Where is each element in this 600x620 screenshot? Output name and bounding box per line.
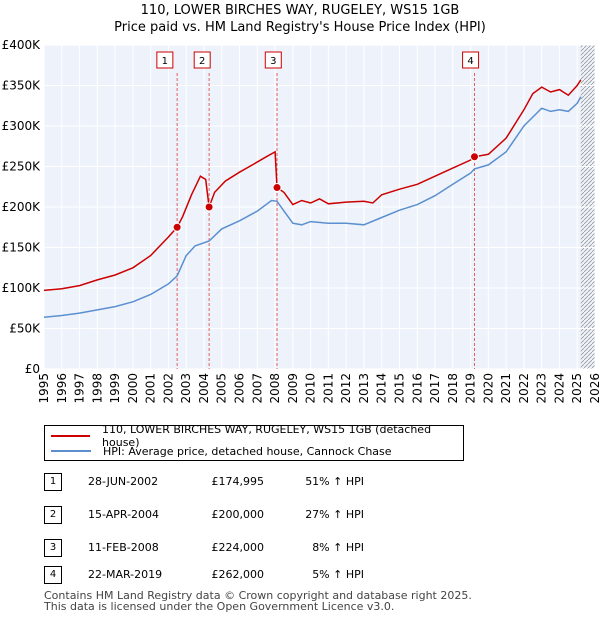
x-tick-label: 2017: [428, 373, 442, 404]
x-tick-label: 1997: [73, 373, 87, 404]
transaction-price: £200,000: [211, 508, 265, 521]
transaction-label: 1: [162, 56, 168, 67]
x-tick-label: 2010: [304, 373, 318, 404]
legend-item-hpi: HPI: Average price, detached house, Cann…: [51, 444, 392, 458]
chart-title: 110, LOWER BIRCHES WAY, RUGELEY, WS15 1G…: [140, 3, 460, 18]
x-tick-label: 2004: [197, 373, 211, 404]
transaction-number-badge: 3: [44, 539, 62, 557]
x-tick-label: 2019: [464, 373, 478, 404]
transaction-number-badge: 1: [44, 473, 62, 491]
footer-licence: This data is licensed under the Open Gov…: [44, 600, 395, 613]
x-tick-label: 2025: [570, 373, 584, 404]
footer: Contains HM Land Registry data © Crown c…: [44, 590, 472, 612]
x-tick-label: 2021: [499, 373, 513, 404]
table-row: 2 15-APR-2004 £200,000 27% ↑ HPI: [44, 506, 444, 524]
y-tick-label: £0: [25, 362, 40, 376]
x-tick-label: 2014: [375, 373, 389, 404]
x-tick-label: 2018: [446, 373, 460, 404]
x-tick-label: 2012: [339, 373, 353, 404]
legend-label-hpi: HPI: Average price, detached house, Cann…: [103, 444, 392, 458]
y-tick-label: £50K: [9, 322, 41, 336]
sale-point: [172, 222, 182, 232]
x-tick-label: 1995: [37, 373, 51, 404]
x-tick-label: 2008: [268, 373, 282, 404]
y-tick-label: £150K: [2, 241, 42, 255]
legend-item-property: 110, LOWER BIRCHES WAY, RUGELEY, WS15 1G…: [51, 423, 463, 449]
x-tick-label: 2016: [410, 373, 424, 404]
y-tick-label: £350K: [2, 79, 42, 93]
series-line-hpi: [43, 96, 582, 318]
y-tick-label: £250K: [2, 160, 42, 174]
x-tick-label: 2022: [517, 373, 531, 404]
table-row: 1 28-JUN-2002 £174,995 51% ↑ HPI: [44, 473, 444, 491]
x-tick-label: 2026: [588, 373, 600, 404]
transaction-hpi: 8% ↑ HPI: [312, 541, 364, 554]
transaction-label: 3: [270, 56, 276, 67]
transaction-hpi: 27% ↑ HPI: [305, 508, 364, 521]
price-chart: 1 2 3 4 £0 £50K £100K £150K £200K £250K £300K £350K…: [2, 38, 600, 404]
transaction-date: 28-JUN-2002: [88, 475, 159, 488]
sale-point: [204, 202, 214, 212]
legend: 110, LOWER BIRCHES WAY, RUGELEY, WS15 1G…: [44, 423, 464, 461]
x-tick-label: 2011: [321, 373, 335, 404]
sale-point: [469, 152, 479, 162]
transaction-number-badge: 4: [44, 566, 62, 584]
table-row: 3 11-FEB-2008 £224,000 8% ↑ HPI: [44, 539, 444, 557]
chart-subtitle: Price paid vs. HM Land Registry's House …: [114, 20, 486, 35]
transaction-label: 4: [467, 56, 473, 67]
x-tick-label: 2023: [535, 373, 549, 404]
table-row: 4 22-MAR-2019 £262,000 5% ↑ HPI: [44, 566, 444, 584]
transaction-date: 15-APR-2004: [88, 508, 160, 521]
x-tick-label: 2000: [126, 373, 140, 404]
transaction-date: 22-MAR-2019: [88, 568, 163, 581]
x-tick-label: 2007: [250, 373, 264, 404]
y-tick-label: £200K: [2, 200, 42, 214]
transaction-label: 2: [199, 56, 205, 67]
transaction-price: £224,000: [211, 541, 265, 554]
x-tick-label: 1998: [90, 373, 104, 404]
transaction-date: 11-FEB-2008: [88, 541, 159, 554]
footer-copyright: Contains HM Land Registry data © Crown c…: [44, 589, 472, 602]
x-tick-label: 2020: [481, 373, 495, 404]
x-tick-label: 2024: [552, 373, 566, 404]
transaction-label-box: [193, 51, 211, 69]
x-tick-label: 2002: [161, 373, 175, 404]
x-tick-label: 2013: [357, 373, 371, 404]
x-tick-label: 1999: [108, 373, 122, 404]
x-tick-label: 1996: [55, 373, 69, 404]
transaction-number-badge: 2: [44, 506, 62, 524]
sale-point: [272, 183, 282, 193]
transaction-hpi: 5% ↑ HPI: [312, 568, 364, 581]
x-tick-label: 2001: [144, 373, 158, 404]
x-tick-label: 2005: [215, 373, 229, 404]
transaction-label-box: [264, 51, 282, 69]
transaction-price: £262,000: [211, 568, 265, 581]
y-tick-label: £300K: [2, 119, 42, 133]
x-tick-label: 2006: [233, 373, 247, 404]
x-tick-label: 2003: [179, 373, 193, 404]
legend-swatch-red: [51, 435, 91, 437]
x-tick-label: 2015: [392, 373, 406, 404]
x-tick-label: 2009: [286, 373, 300, 404]
transaction-hpi: 51% ↑ HPI: [305, 475, 364, 488]
legend-label-property: 110, LOWER BIRCHES WAY, RUGELEY, WS15 1G…: [102, 423, 432, 449]
transaction-label-box: [156, 51, 174, 69]
transaction-price: £174,995: [211, 475, 265, 488]
transaction-label-box: [462, 51, 480, 69]
y-tick-label: £100K: [2, 281, 42, 295]
y-tick-label: £400K: [2, 38, 42, 52]
legend-swatch-blue: [51, 450, 91, 452]
